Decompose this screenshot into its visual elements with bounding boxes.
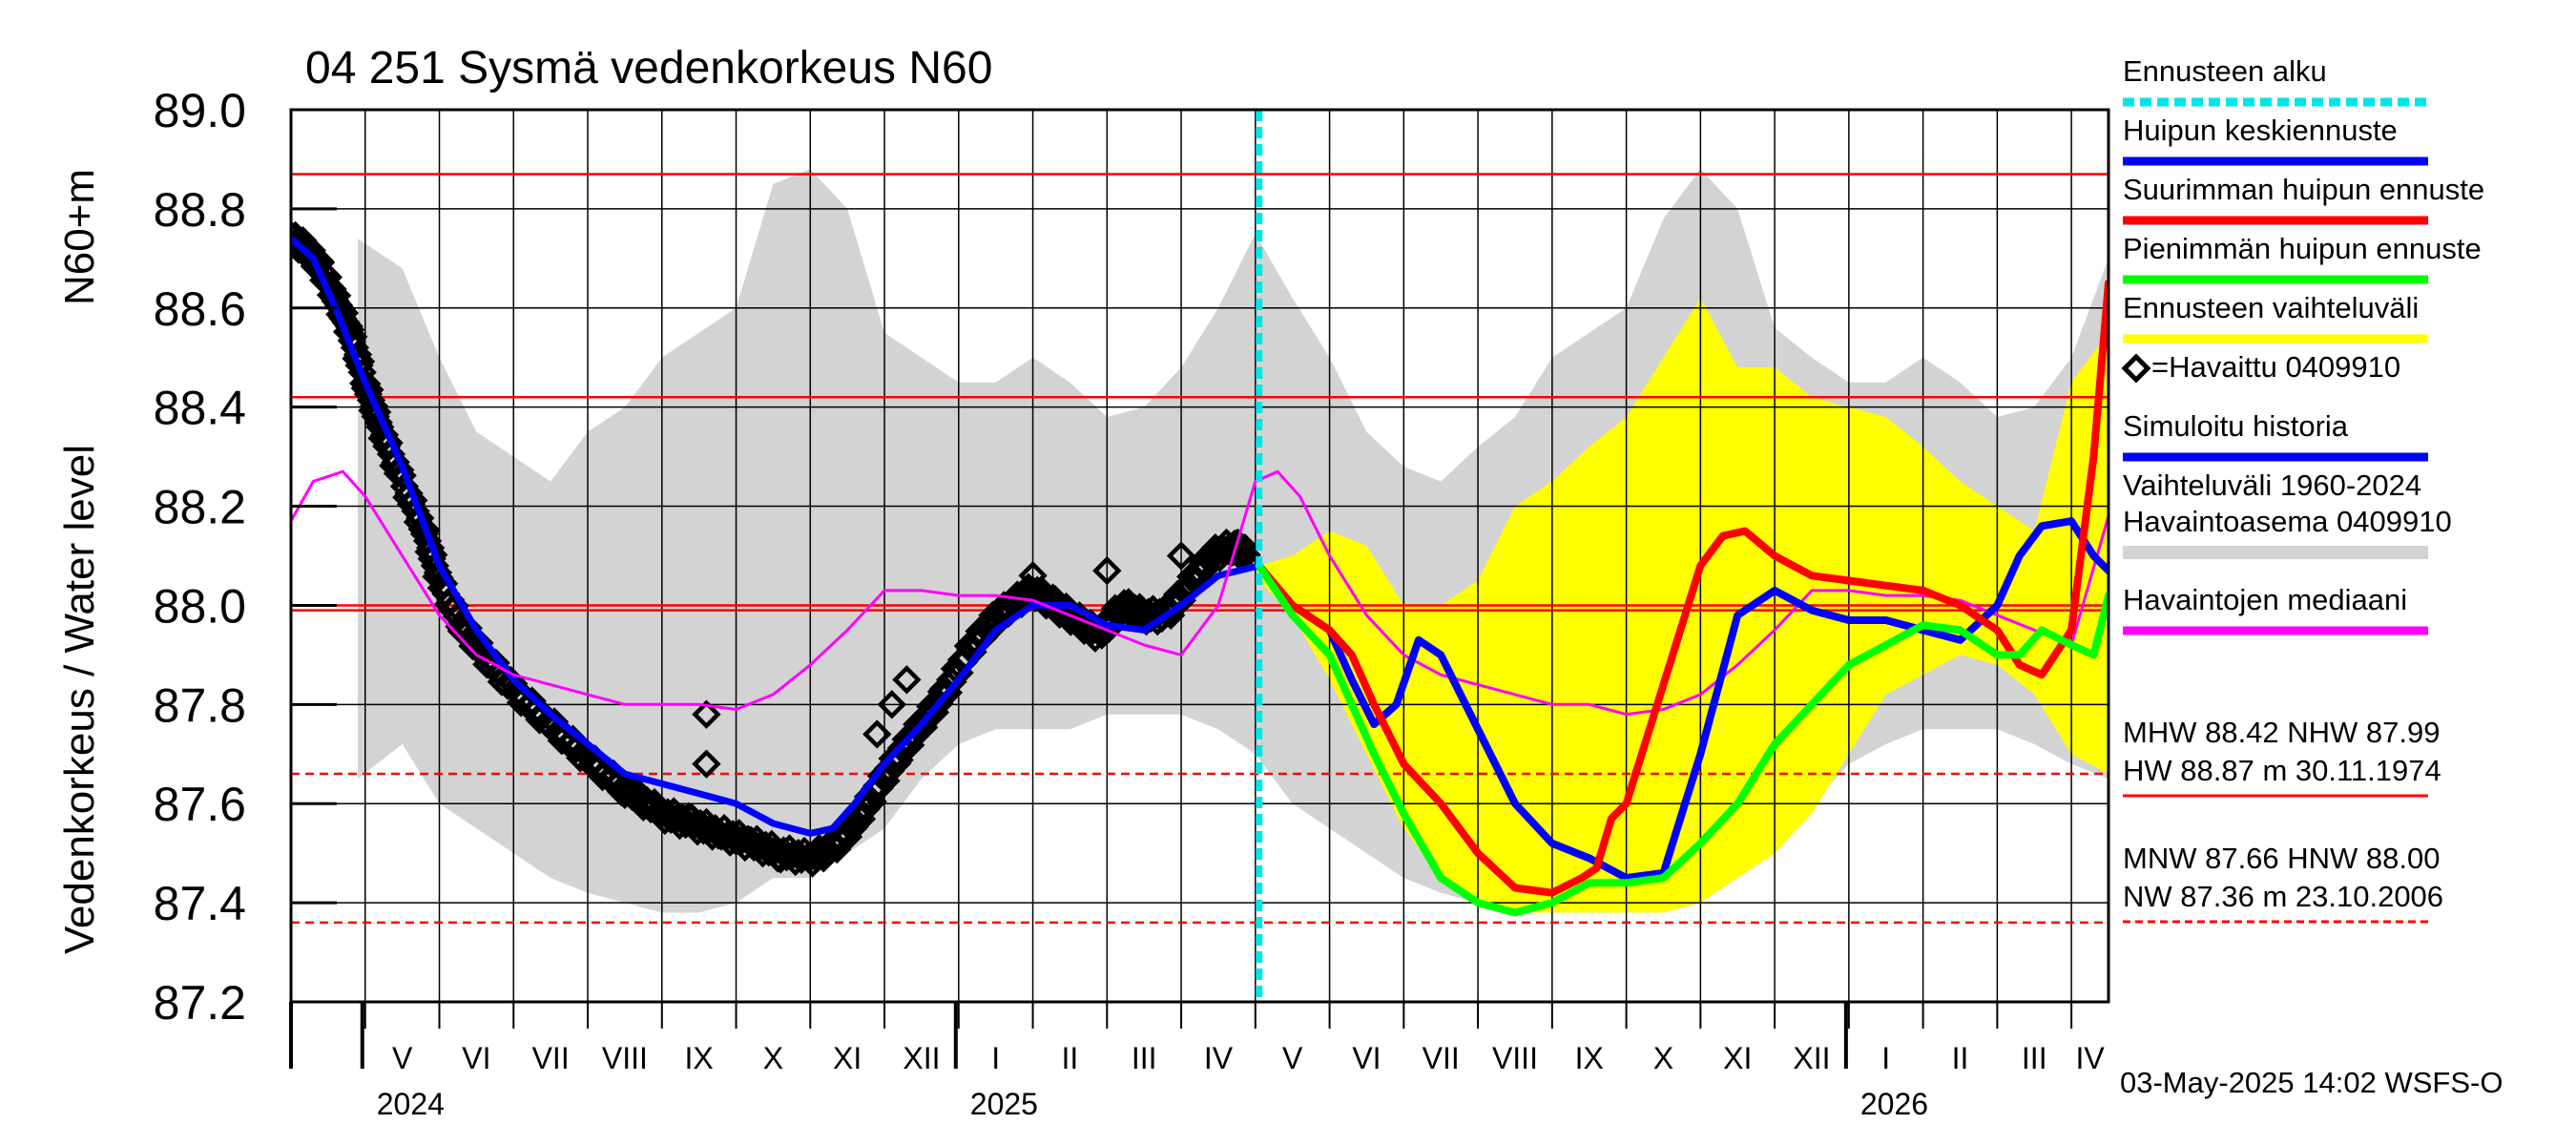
legend-diamond-icon xyxy=(2121,353,2151,384)
month-label: II xyxy=(1062,1041,1079,1075)
month-label: IV xyxy=(2075,1041,2105,1075)
legend-label: Havaintojen mediaani xyxy=(2123,583,2407,616)
month-label: VII xyxy=(1423,1041,1460,1075)
legend-label: Suurimman huipun ennuste xyxy=(2123,173,2484,206)
series-line-2 xyxy=(291,469,2109,717)
axis-ticks xyxy=(289,108,2073,1069)
y-tick-label: 88.8 xyxy=(154,183,246,237)
y-tick-label: 88.2 xyxy=(154,481,246,534)
month-label: XI xyxy=(1723,1041,1752,1075)
month-label: VI xyxy=(1352,1041,1381,1075)
legend-label: Huipun keskiennuste xyxy=(2123,114,2398,147)
stats-line: NW 87.36 m 23.10.2006 xyxy=(2123,880,2443,913)
plot-frame xyxy=(289,108,2110,1004)
legend-label: Pienimmän huipun ennuste xyxy=(2123,232,2482,265)
legend-label: Ennusteen vaihteluväli xyxy=(2123,291,2419,324)
observed-point xyxy=(877,690,906,719)
stats-line: MHW 88.42 NHW 87.99 xyxy=(2123,716,2441,749)
observed-point xyxy=(423,557,453,588)
chart-title: 04 251 Sysmä vedenkorkeus N60 xyxy=(305,43,992,94)
legend-label: =Havaittu 0409910 xyxy=(2151,350,2400,384)
observed-point xyxy=(862,719,892,749)
y-tick-label: 88.4 xyxy=(154,382,246,435)
legend: Ennusteen alku Huipun keskiennuste Suurimm… xyxy=(2121,54,2484,635)
month-label: XII xyxy=(903,1041,940,1075)
month-label: X xyxy=(1653,1041,1673,1075)
month-label: III xyxy=(2022,1041,2047,1075)
y-axis-label: Vedenkorkeus / Water level xyxy=(56,445,103,954)
y-tick-label: 87.8 xyxy=(154,678,246,732)
observed-point xyxy=(363,397,392,427)
year-label: 2025 xyxy=(970,1087,1038,1121)
month-label: V xyxy=(392,1041,413,1075)
y-tick-labels: 87.2 87.4 87.6 87.8 88.0 88.2 88.4 88.6 88.8 89.0 xyxy=(154,84,246,1030)
legend-label: Ennusteen alku xyxy=(2123,54,2327,88)
month-label: I xyxy=(991,1041,1000,1075)
month-label: VIII xyxy=(1492,1041,1538,1075)
stats-line: MNW 87.66 HNW 88.00 xyxy=(2123,842,2441,875)
observed-point xyxy=(692,749,721,779)
observed-point xyxy=(1092,555,1122,586)
legend-label: Vaihteluväli 1960-2024 xyxy=(2123,468,2421,502)
y-tick-label: 87.6 xyxy=(154,778,246,831)
footer-timestamp: 03-May-2025 14:02 WSFS-O xyxy=(2120,1066,2503,1099)
month-label: IX xyxy=(1575,1041,1604,1075)
x-axis-labels: V VI VII VIII IX X XI XII I II III IV V VI VII VIII IX X X… xyxy=(377,1041,2106,1121)
observed-point xyxy=(892,665,922,695)
month-label: VIII xyxy=(602,1041,648,1075)
y-axis-unit-label: N60+m xyxy=(56,169,103,305)
y-tick-label: 88.6 xyxy=(154,282,246,336)
plot-area xyxy=(291,110,2109,1002)
series-line-5 xyxy=(1255,561,2109,917)
stats-line: HW 88.87 m 30.11.1974 xyxy=(2123,754,2441,787)
observed-point xyxy=(692,699,721,729)
y-tick-label: 88.0 xyxy=(154,579,246,633)
observed-point xyxy=(374,427,404,458)
month-label: X xyxy=(763,1041,783,1075)
observed-point xyxy=(1018,561,1048,591)
month-label: VI xyxy=(462,1041,490,1075)
month-label: I xyxy=(1881,1041,1890,1075)
statistics-box: MHW 88.42 NHW 87.99 HW 88.87 m 30.11.1974… xyxy=(2123,716,2443,924)
series-line-4 xyxy=(1255,279,2109,897)
year-label: 2024 xyxy=(377,1087,445,1121)
observed-point xyxy=(420,551,450,581)
observed-point xyxy=(639,788,670,818)
observed-point xyxy=(1166,541,1196,571)
series-line-1 xyxy=(291,235,1263,837)
y-tick-label: 87.4 xyxy=(154,877,246,930)
month-label: II xyxy=(1952,1041,1969,1075)
data-series xyxy=(291,220,2109,917)
observed-point xyxy=(369,420,400,449)
observed-point xyxy=(668,802,697,832)
month-label: IX xyxy=(685,1041,714,1075)
legend-label: Simuloitu historia xyxy=(2123,409,2349,443)
legend-label-2: Havaintoasema 0409910 xyxy=(2123,505,2452,538)
month-label: XI xyxy=(833,1041,862,1075)
y-tick-label: 87.2 xyxy=(154,976,246,1030)
y-tick-label: 89.0 xyxy=(154,84,246,137)
month-label: III xyxy=(1132,1041,1157,1075)
month-label: V xyxy=(1282,1041,1303,1075)
month-label: XII xyxy=(1793,1041,1830,1075)
year-label: 2026 xyxy=(1860,1087,1928,1121)
month-label: VII xyxy=(532,1041,570,1075)
series-line-3 xyxy=(1255,517,2109,883)
month-label: IV xyxy=(1204,1041,1234,1075)
